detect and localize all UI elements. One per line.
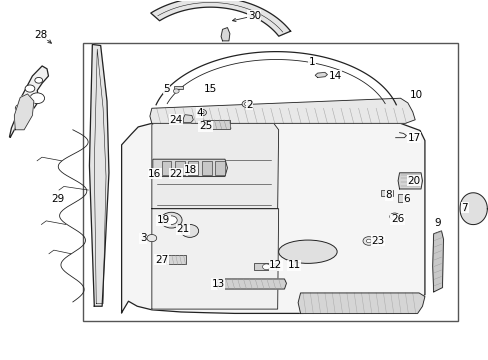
Text: 20: 20 <box>407 176 420 186</box>
Polygon shape <box>397 173 422 189</box>
Polygon shape <box>216 279 286 289</box>
Text: 23: 23 <box>371 236 384 246</box>
Polygon shape <box>153 159 227 176</box>
Text: 28: 28 <box>34 30 47 40</box>
Bar <box>397 194 408 202</box>
Polygon shape <box>152 209 278 309</box>
Polygon shape <box>221 28 229 41</box>
Circle shape <box>25 85 35 92</box>
Bar <box>173 86 182 89</box>
Text: 9: 9 <box>433 218 440 228</box>
Circle shape <box>165 216 177 225</box>
Text: 5: 5 <box>163 84 169 94</box>
Circle shape <box>147 234 157 242</box>
Bar <box>188 161 198 175</box>
Polygon shape <box>459 193 487 225</box>
Polygon shape <box>315 72 327 77</box>
Circle shape <box>366 239 370 243</box>
Text: 10: 10 <box>409 90 422 100</box>
Text: 27: 27 <box>155 255 168 265</box>
Text: 22: 22 <box>169 168 183 179</box>
Circle shape <box>16 123 24 129</box>
Text: 30: 30 <box>247 11 260 21</box>
Polygon shape <box>9 66 48 137</box>
Circle shape <box>30 93 44 104</box>
Circle shape <box>173 89 179 93</box>
Bar <box>202 161 211 175</box>
Circle shape <box>197 109 206 116</box>
Bar <box>175 161 184 175</box>
Text: 8: 8 <box>385 190 391 200</box>
Bar <box>215 161 224 175</box>
Ellipse shape <box>278 240 336 264</box>
Polygon shape <box>432 231 443 292</box>
Text: 19: 19 <box>157 215 170 225</box>
Text: 12: 12 <box>268 260 282 270</box>
Text: 24: 24 <box>169 115 183 125</box>
Text: 14: 14 <box>328 71 341 81</box>
Circle shape <box>200 111 203 114</box>
Text: 16: 16 <box>148 168 161 179</box>
Circle shape <box>35 77 42 83</box>
Polygon shape <box>122 123 424 314</box>
Text: 13: 13 <box>211 279 224 289</box>
Circle shape <box>362 237 374 245</box>
Text: 18: 18 <box>184 165 197 175</box>
Bar <box>161 161 171 175</box>
Text: 26: 26 <box>390 215 404 224</box>
Polygon shape <box>298 293 424 314</box>
Polygon shape <box>89 44 109 306</box>
Circle shape <box>244 102 249 106</box>
Bar <box>380 190 392 196</box>
Text: 25: 25 <box>199 121 212 131</box>
Polygon shape <box>152 123 278 209</box>
Text: 11: 11 <box>287 260 300 270</box>
Text: 6: 6 <box>402 194 409 204</box>
Circle shape <box>389 213 399 220</box>
Text: 15: 15 <box>203 84 217 94</box>
Bar <box>203 120 229 129</box>
Bar <box>166 255 185 264</box>
Circle shape <box>242 100 251 108</box>
Polygon shape <box>183 115 193 123</box>
Polygon shape <box>150 98 414 123</box>
Text: 21: 21 <box>176 225 189 234</box>
Text: 1: 1 <box>308 57 314 67</box>
Text: 29: 29 <box>52 194 65 204</box>
Circle shape <box>15 104 27 113</box>
Text: 7: 7 <box>461 203 467 213</box>
Text: 4: 4 <box>196 108 203 118</box>
Bar <box>254 263 276 270</box>
Text: 2: 2 <box>245 100 252 110</box>
Text: 17: 17 <box>407 133 420 143</box>
Polygon shape <box>150 0 290 36</box>
Circle shape <box>181 225 198 237</box>
Circle shape <box>262 264 270 270</box>
Bar <box>82 43 457 320</box>
Polygon shape <box>14 94 34 130</box>
Circle shape <box>160 212 182 228</box>
Text: 3: 3 <box>140 233 146 243</box>
